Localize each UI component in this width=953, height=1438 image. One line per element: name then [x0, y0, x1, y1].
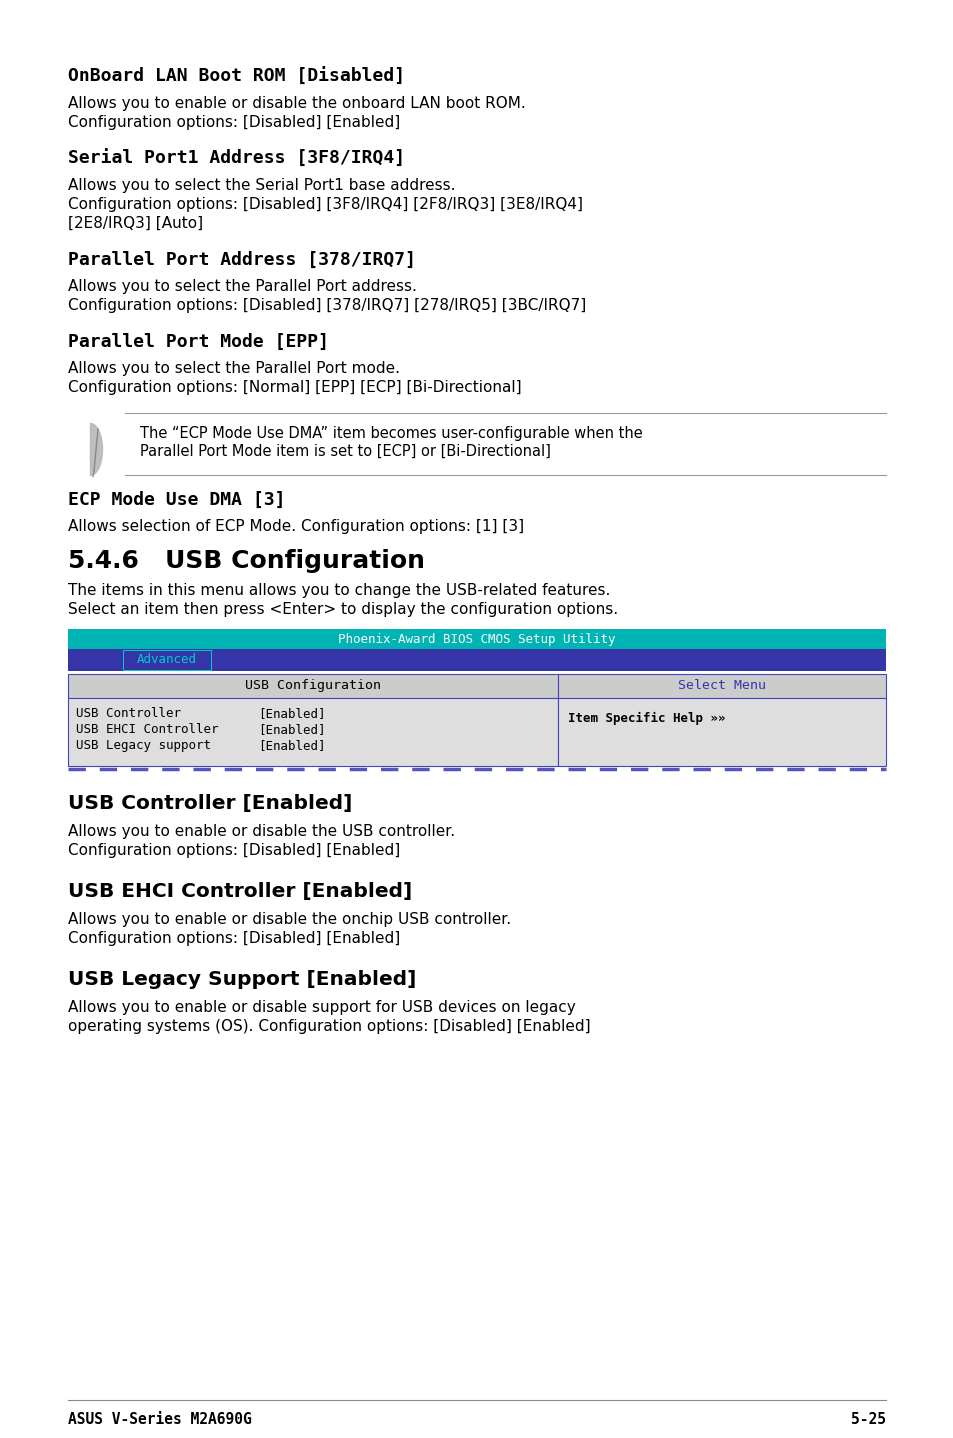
Bar	[558, 674, 885, 697]
Text: Configuration options: [Disabled] [378/IRQ7] [278/IRQ5] [3BC/IRQ7]: Configuration options: [Disabled] [378/I…	[68, 298, 586, 313]
Text: Allows you to enable or disable the onchip USB controller.: Allows you to enable or disable the onch…	[68, 912, 511, 928]
Text: [Enabled]: [Enabled]	[257, 723, 325, 736]
Text: Configuration options: [Disabled] [3F8/IRQ4] [2F8/IRQ3] [3E8/IRQ4]: Configuration options: [Disabled] [3F8/I…	[68, 197, 582, 211]
Text: USB EHCI Controller: USB EHCI Controller	[76, 723, 218, 736]
Text: Allows you to select the Parallel Port address.: Allows you to select the Parallel Port a…	[68, 279, 416, 293]
Text: Parallel Port Mode item is set to [ECP] or [Bi-Directional]: Parallel Port Mode item is set to [ECP] …	[140, 444, 550, 459]
Text: Allows you to enable or disable the USB controller.: Allows you to enable or disable the USB …	[68, 824, 455, 838]
Text: [Enabled]: [Enabled]	[257, 739, 325, 752]
Text: USB Configuration: USB Configuration	[245, 679, 380, 692]
Bar	[68, 674, 558, 697]
Text: Configuration options: [Normal] [EPP] [ECP] [Bi-Directional]: Configuration options: [Normal] [EPP] [E…	[68, 380, 521, 395]
Text: Allows you to select the Parallel Port mode.: Allows you to select the Parallel Port m…	[68, 361, 399, 375]
Text: 5-25: 5-25	[850, 1412, 885, 1426]
Text: USB Controller [Enabled]: USB Controller [Enabled]	[68, 794, 352, 812]
Text: Allows you to enable or disable the onboard LAN boot ROM.: Allows you to enable or disable the onbo…	[68, 96, 525, 111]
Text: USB EHCI Controller [Enabled]: USB EHCI Controller [Enabled]	[68, 881, 412, 902]
Text: USB Legacy Support [Enabled]: USB Legacy Support [Enabled]	[68, 971, 416, 989]
Text: ASUS V-Series M2A690G: ASUS V-Series M2A690G	[68, 1412, 252, 1426]
Bar	[558, 697, 885, 766]
Text: Parallel Port Mode [EPP]: Parallel Port Mode [EPP]	[68, 334, 329, 351]
Text: Allows you to enable or disable support for USB devices on legacy: Allows you to enable or disable support …	[68, 999, 576, 1015]
Text: USB Controller: USB Controller	[76, 707, 181, 720]
Text: Item Specific Help »»: Item Specific Help »»	[567, 712, 724, 725]
Bar	[123, 650, 211, 670]
Text: Allows selection of ECP Mode. Configuration options: [1] [3]: Allows selection of ECP Mode. Configurat…	[68, 519, 523, 533]
Text: Configuration options: [Disabled] [Enabled]: Configuration options: [Disabled] [Enabl…	[68, 930, 400, 946]
Text: The items in this menu allows you to change the USB-related features.: The items in this menu allows you to cha…	[68, 582, 610, 598]
Text: Parallel Port Address [378/IRQ7]: Parallel Port Address [378/IRQ7]	[68, 252, 416, 269]
Text: ECP Mode Use DMA [3]: ECP Mode Use DMA [3]	[68, 490, 285, 509]
Text: OnBoard LAN Boot ROM [Disabled]: OnBoard LAN Boot ROM [Disabled]	[68, 68, 405, 86]
Bar	[68, 649, 885, 672]
Text: Advanced: Advanced	[137, 653, 196, 666]
Text: Select Menu: Select Menu	[678, 679, 765, 692]
Text: The “ECP Mode Use DMA” item becomes user-configurable when the: The “ECP Mode Use DMA” item becomes user…	[140, 426, 642, 441]
Text: Allows you to select the Serial Port1 base address.: Allows you to select the Serial Port1 ba…	[68, 178, 455, 193]
Text: 5.4.6   USB Configuration: 5.4.6 USB Configuration	[68, 549, 424, 572]
Text: Configuration options: [Disabled] [Enabled]: Configuration options: [Disabled] [Enabl…	[68, 843, 400, 858]
Text: Configuration options: [Disabled] [Enabled]: Configuration options: [Disabled] [Enabl…	[68, 115, 400, 129]
Text: Serial Port1 Address [3F8/IRQ4]: Serial Port1 Address [3F8/IRQ4]	[68, 150, 405, 168]
Text: Phoenix-Award BIOS CMOS Setup Utility: Phoenix-Award BIOS CMOS Setup Utility	[338, 633, 615, 646]
Bar	[68, 628, 885, 649]
Text: [Enabled]: [Enabled]	[257, 707, 325, 720]
Bar	[68, 697, 558, 766]
Text: Select an item then press <Enter> to display the configuration options.: Select an item then press <Enter> to dis…	[68, 603, 618, 617]
Text: USB Legacy support: USB Legacy support	[76, 739, 211, 752]
Text: operating systems (OS). Configuration options: [Disabled] [Enabled]: operating systems (OS). Configuration op…	[68, 1020, 590, 1034]
Text: [2E8/IRQ3] [Auto]: [2E8/IRQ3] [Auto]	[68, 216, 203, 232]
